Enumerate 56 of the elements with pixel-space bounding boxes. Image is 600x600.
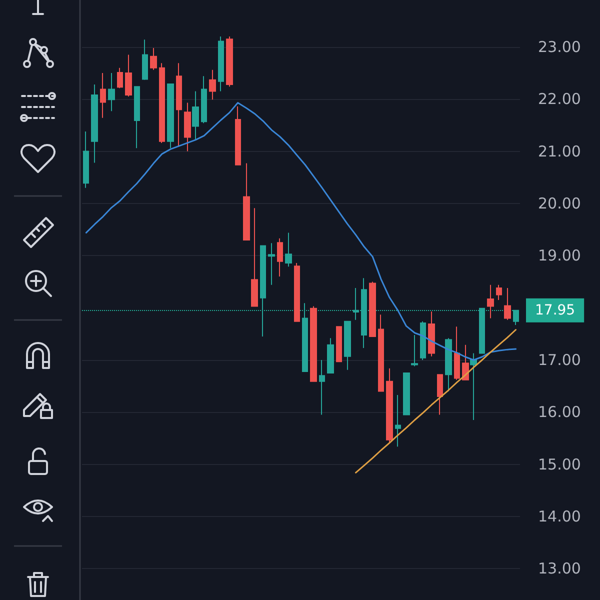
y-tick-label: 20.00 (538, 194, 581, 212)
candlestick (369, 281, 376, 338)
candlestick (108, 72, 115, 112)
candlestick (327, 338, 334, 374)
candlestick (487, 284, 494, 319)
candlestick (336, 326, 342, 362)
candlestick (395, 394, 401, 448)
candlestick (411, 334, 418, 367)
candlestick (445, 338, 452, 392)
candlestick (142, 39, 148, 80)
y-tick-label: 16.00 (538, 403, 581, 422)
candlestick (496, 284, 502, 300)
candlestick (184, 102, 191, 152)
candlestick (437, 374, 443, 416)
candlestick (201, 76, 207, 124)
candlestick (192, 90, 199, 140)
candlestick (150, 48, 157, 70)
candlestick (428, 310, 435, 357)
candlestick (454, 326, 460, 380)
y-tick-label: 21.00 (538, 142, 581, 160)
candlestick (403, 372, 410, 416)
candlestick (134, 86, 140, 149)
candlestick (268, 242, 275, 286)
candlestick (420, 320, 426, 360)
candlestick (167, 84, 174, 149)
y-tick-label: 13.00 (538, 560, 581, 578)
candlestick (226, 36, 233, 88)
y-tick-label: 15.00 (538, 455, 581, 474)
candlestick (176, 62, 182, 148)
candlestick (243, 162, 250, 240)
candlestick (470, 352, 477, 420)
candlestick (344, 320, 351, 370)
candlestick (277, 238, 283, 278)
candlestick (91, 84, 98, 164)
candlestick (319, 360, 325, 416)
candlestick (386, 368, 393, 444)
y-tick-label: 14.00 (538, 508, 581, 526)
y-tick-label: 23.00 (538, 38, 581, 56)
candlestick (159, 62, 165, 144)
candlestick (504, 288, 511, 320)
candlestick (117, 67, 123, 89)
candlestick (218, 36, 224, 92)
candlestick (294, 262, 300, 322)
y-tick-label: 22.00 (538, 90, 581, 108)
candlestick (100, 72, 106, 118)
candlestick (378, 314, 384, 392)
ref-line-label: 17.95 (535, 302, 576, 318)
candlestick (251, 208, 258, 307)
candlestick (125, 54, 132, 98)
candlestick (209, 69, 216, 100)
y-tick-label: 19.00 (538, 246, 581, 265)
candlestick (235, 106, 241, 166)
candlestick (83, 130, 89, 188)
candlestick (285, 232, 292, 268)
y-tick-label: 17.00 (538, 351, 581, 369)
candlestick (310, 306, 317, 382)
